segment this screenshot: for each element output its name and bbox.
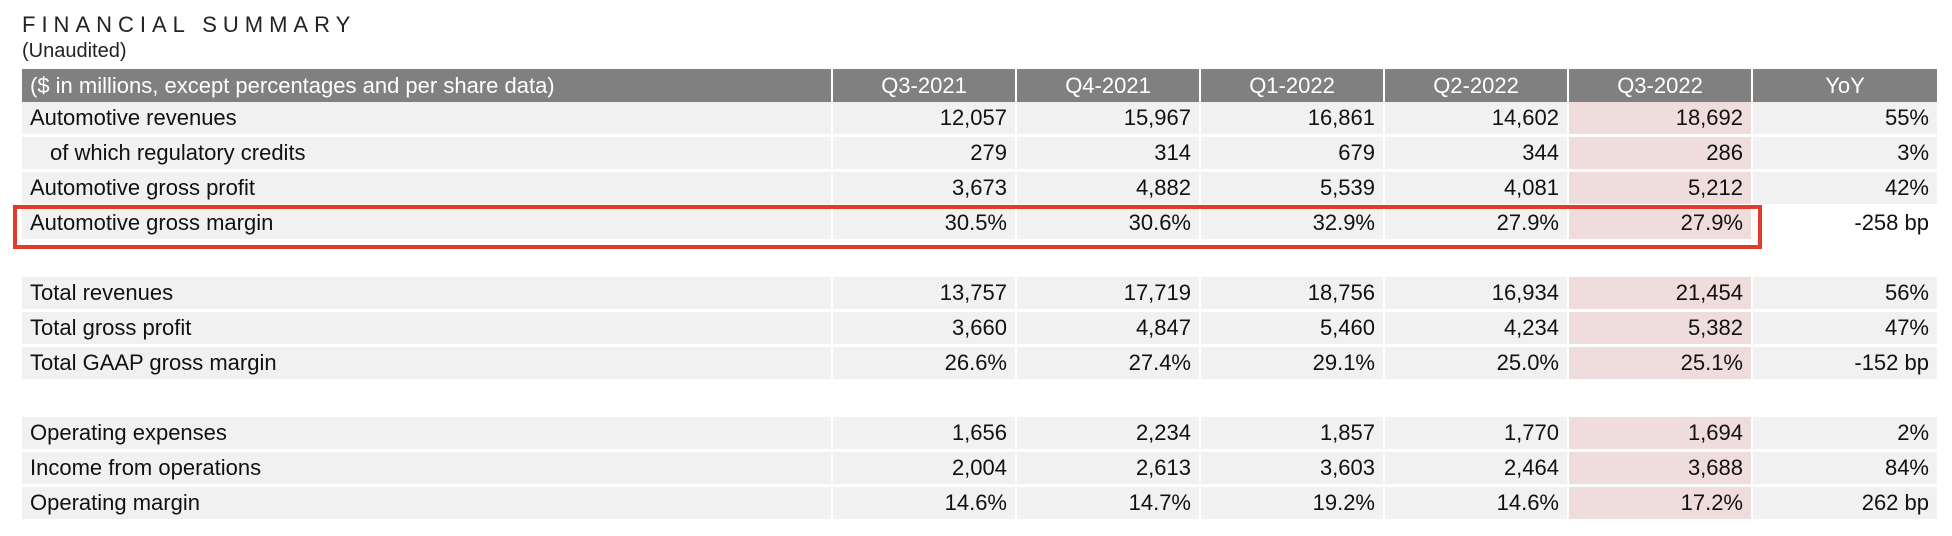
section-spacer <box>22 382 1937 417</box>
column-header-q3-2021: Q3-2021 <box>833 69 1017 102</box>
table-row: Income from operations 2,004 2,613 3,603… <box>22 452 1937 487</box>
table-row: Total gross profit 3,660 4,847 5,460 4,2… <box>22 312 1937 347</box>
table-cell-yoy: 55% <box>1753 102 1937 137</box>
table-cell: 4,847 <box>1017 312 1201 347</box>
row-label: of which regulatory credits <box>22 137 833 172</box>
table-cell: 30.6% <box>1017 207 1201 242</box>
row-label: Total GAAP gross margin <box>22 347 833 382</box>
table-cell: 30.5% <box>833 207 1017 242</box>
table-cell: 5,460 <box>1201 312 1385 347</box>
table-cell: 14,602 <box>1385 102 1569 137</box>
table-row: Operating margin 14.6% 14.7% 19.2% 14.6%… <box>22 487 1937 522</box>
financial-summary-table: ($ in millions, except percentages and p… <box>22 69 1937 522</box>
table-row: Automotive revenues 12,057 15,967 16,861… <box>22 102 1937 137</box>
table-cell: 12,057 <box>833 102 1017 137</box>
table-row: of which regulatory credits 279 314 679 … <box>22 137 1937 172</box>
document-title: FINANCIAL SUMMARY <box>22 12 357 37</box>
row-label: Automotive gross margin <box>22 207 833 242</box>
table-cell-highlighted: 17.2% <box>1569 487 1753 522</box>
table-cell: 344 <box>1385 137 1569 172</box>
table-cell: 4,081 <box>1385 172 1569 207</box>
table-cell: 1,770 <box>1385 417 1569 452</box>
table-cell-yoy: 3% <box>1753 137 1937 172</box>
column-header-q2-2022: Q2-2022 <box>1385 69 1569 102</box>
table-cell: 13,757 <box>833 277 1017 312</box>
table-cell-highlighted: 286 <box>1569 137 1753 172</box>
table-cell-highlighted: 5,382 <box>1569 312 1753 347</box>
row-label: Income from operations <box>22 452 833 487</box>
table-cell-yoy: 2% <box>1753 417 1937 452</box>
row-label: Total gross profit <box>22 312 833 347</box>
table-cell: 14.7% <box>1017 487 1201 522</box>
document-subtitle: (Unaudited) <box>22 40 127 62</box>
table-cell-yoy: -258 bp <box>1753 207 1937 242</box>
table-cell-highlighted: 3,688 <box>1569 452 1753 487</box>
table-cell: 15,967 <box>1017 102 1201 137</box>
table-cell-highlighted: 21,454 <box>1569 277 1753 312</box>
table-cell-yoy: 262 bp <box>1753 487 1937 522</box>
table-cell: 16,861 <box>1201 102 1385 137</box>
table-row: Automotive gross profit 3,673 4,882 5,53… <box>22 172 1937 207</box>
table-cell: 3,660 <box>833 312 1017 347</box>
table-cell-yoy: -152 bp <box>1753 347 1937 382</box>
row-label: Total revenues <box>22 277 833 312</box>
table-row-annotated: Automotive gross margin 30.5% 30.6% 32.9… <box>22 207 1937 242</box>
table-cell: 1,857 <box>1201 417 1385 452</box>
row-label: Operating expenses <box>22 417 833 452</box>
table-cell: 16,934 <box>1385 277 1569 312</box>
table-cell: 32.9% <box>1201 207 1385 242</box>
table-cell: 17,719 <box>1017 277 1201 312</box>
table-cell: 279 <box>833 137 1017 172</box>
table-cell-yoy: 84% <box>1753 452 1937 487</box>
table-cell: 2,613 <box>1017 452 1201 487</box>
table-row: Operating expenses 1,656 2,234 1,857 1,7… <box>22 417 1937 452</box>
table-row: Total revenues 13,757 17,719 18,756 16,9… <box>22 277 1937 312</box>
row-label: Operating margin <box>22 487 833 522</box>
column-header-q4-2021: Q4-2021 <box>1017 69 1201 102</box>
table-cell: 3,603 <box>1201 452 1385 487</box>
row-label: Automotive revenues <box>22 102 833 137</box>
table-cell: 18,756 <box>1201 277 1385 312</box>
table-cell: 26.6% <box>833 347 1017 382</box>
table-cell: 14.6% <box>1385 487 1569 522</box>
column-header-q3-2022: Q3-2022 <box>1569 69 1753 102</box>
table-cell: 14.6% <box>833 487 1017 522</box>
table-cell: 2,004 <box>833 452 1017 487</box>
column-header-description: ($ in millions, except percentages and p… <box>22 69 833 102</box>
table-cell: 25.0% <box>1385 347 1569 382</box>
table-cell-highlighted: 18,692 <box>1569 102 1753 137</box>
row-label: Automotive gross profit <box>22 172 833 207</box>
table-cell: 19.2% <box>1201 487 1385 522</box>
table-header-row: ($ in millions, except percentages and p… <box>22 69 1937 102</box>
table-cell-highlighted: 25.1% <box>1569 347 1753 382</box>
table-cell: 2,234 <box>1017 417 1201 452</box>
table-cell: 3,673 <box>833 172 1017 207</box>
table-cell-yoy: 47% <box>1753 312 1937 347</box>
table-cell-yoy: 56% <box>1753 277 1937 312</box>
table-cell-yoy: 42% <box>1753 172 1937 207</box>
table-cell-highlighted: 5,212 <box>1569 172 1753 207</box>
section-spacer <box>22 242 1937 277</box>
table-cell: 679 <box>1201 137 1385 172</box>
table-cell: 314 <box>1017 137 1201 172</box>
table-cell: 5,539 <box>1201 172 1385 207</box>
column-header-yoy: YoY <box>1753 69 1937 102</box>
table-cell-highlighted: 27.9% <box>1569 207 1753 242</box>
table-cell: 4,234 <box>1385 312 1569 347</box>
table-cell: 27.4% <box>1017 347 1201 382</box>
table-cell: 1,656 <box>833 417 1017 452</box>
table-cell: 29.1% <box>1201 347 1385 382</box>
table-cell: 2,464 <box>1385 452 1569 487</box>
table-cell-highlighted: 1,694 <box>1569 417 1753 452</box>
table-cell: 4,882 <box>1017 172 1201 207</box>
table-cell: 27.9% <box>1385 207 1569 242</box>
column-header-q1-2022: Q1-2022 <box>1201 69 1385 102</box>
table-row: Total GAAP gross margin 26.6% 27.4% 29.1… <box>22 347 1937 382</box>
